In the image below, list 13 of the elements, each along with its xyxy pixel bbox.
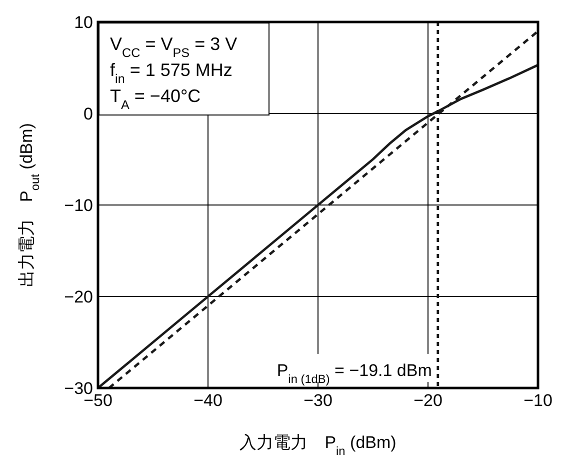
y-tick-label: 10 bbox=[74, 13, 93, 32]
x-tick-label: −30 bbox=[304, 391, 332, 410]
x-tick-label: −40 bbox=[194, 391, 222, 410]
x-tick-label: −10 bbox=[524, 391, 552, 410]
annotation: f$_{in}$ = 1 575 MHz bbox=[110, 60, 232, 86]
y-tick-label: 0 bbox=[84, 104, 93, 124]
x-axis-title: 入力電力 P$_{in}$ (dBm) bbox=[240, 433, 396, 458]
ref-line-label: P$_{in (1dB)}$ = −19.1 dBm bbox=[276, 361, 432, 386]
annotation: V$_{CC}$ = V$_{PS}$ = 3 V bbox=[110, 34, 238, 60]
y-tick-label: −10 bbox=[64, 196, 93, 215]
y-tick-label: −20 bbox=[64, 288, 93, 306]
x-tick-label: −20 bbox=[414, 391, 442, 410]
annotation: T$_{A}$ = −40°C bbox=[110, 86, 201, 112]
